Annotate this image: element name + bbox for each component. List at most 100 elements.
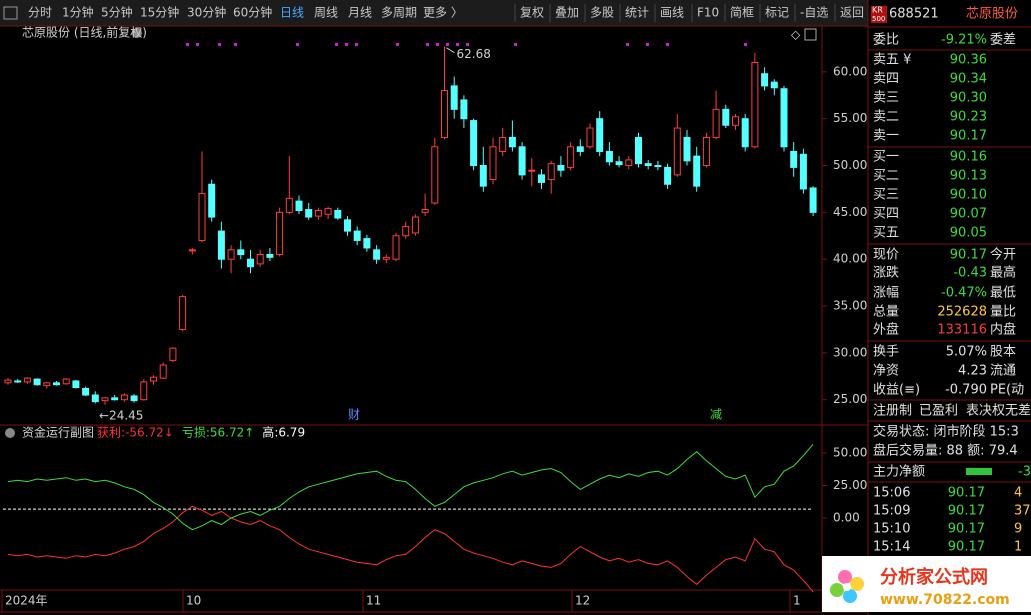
tool-button[interactable]: 简框 [730,6,754,20]
signal-dot [456,43,459,46]
status: 交易状态: 闭市阶段 15:3 [873,424,1019,440]
dropdown-icon[interactable] [132,28,142,38]
period-tab[interactable]: 周线 [314,6,338,20]
tool-button[interactable]: 叠加 [555,6,579,20]
candle-body [470,120,478,167]
y-tick-label: 40.00 [833,252,867,266]
signal-dot [466,43,469,46]
candle-body [295,200,303,211]
trade-price: 90.17 [948,486,985,501]
signal-dot [436,43,439,46]
stat-value: 4.23 [958,364,987,379]
ask-label: 卖五 ¥ [873,53,911,68]
candle-body [693,155,701,187]
bid-label: 买三 [873,188,899,203]
logo-petal [838,570,852,584]
bid-value: 90.05 [950,226,987,241]
tool-button[interactable]: 统计 [625,6,649,20]
legend-separator: : [274,426,278,440]
tool-button[interactable]: 画线 [660,6,684,20]
candle-body [33,378,41,386]
tag: 表决权无差 [966,403,1031,419]
period-tab[interactable]: 多周期 [381,6,417,20]
candle-body [654,165,662,168]
candle-body [450,85,458,110]
trade-time: 15:09 [873,504,910,519]
signal-dot [355,43,358,46]
candle-body [91,394,99,403]
y-tick-label: 45.00 [833,205,867,219]
stat-label: 最高 [990,265,1016,281]
signal-dot [345,43,348,46]
period-tab[interactable]: 更多 〉 [423,6,463,20]
candle-body [508,136,516,148]
candle-body [101,397,109,402]
candle-body [615,161,623,166]
period-tab[interactable]: 15分钟 [140,5,179,20]
indicator-line [7,443,814,531]
candle-body [217,230,225,260]
candle-body [644,163,652,167]
candle-body [489,146,497,181]
high-label: 62.68 [457,47,491,61]
tool-button[interactable]: -自选 [800,6,828,20]
candle-body [314,209,322,217]
candle-body [605,150,613,163]
candle-body [538,174,545,183]
period-tab[interactable]: 日线 [280,6,304,20]
period-tab[interactable]: 60分钟 [233,5,272,20]
period-tab[interactable]: 分时 [28,6,52,20]
stat-label: 最低 [990,286,1016,301]
stat-label: 总量 [873,305,899,320]
ask-value: 90.23 [950,110,987,125]
x-tick-label: 10 [186,594,201,608]
candle-body [150,376,157,382]
badge-text: 500 [872,15,885,23]
signal-dot [218,43,221,46]
candle-body [198,193,206,241]
flow-bar [966,468,992,475]
signal-dot [514,43,517,46]
period-tab[interactable]: 1分钟 [62,5,94,20]
candle-body [140,381,148,401]
event-marker[interactable]: 财 [348,408,360,422]
window-icon[interactable] [804,28,817,41]
candle-body [770,81,778,89]
dropdown-icon[interactable] [5,428,15,438]
candle-body [751,61,759,148]
candle-body [53,382,60,386]
stat-label: 现价 [873,248,899,263]
y-tick-label: 35.00 [833,299,867,313]
event-marker[interactable]: 减 [710,408,722,422]
y-tick-label: 30.00 [833,345,867,359]
signal-dot [234,43,237,46]
tool-button[interactable]: 多股 [590,6,614,20]
order-ratio-label: 委差 [990,33,1016,48]
period-tab[interactable]: 月线 [348,6,372,20]
candle-body [72,380,80,389]
bid-label: 买一 [873,150,899,165]
bid-label: 买五 [873,226,899,241]
tool-button[interactable]: F10 [697,6,719,20]
signal-dot [335,43,338,46]
chart-title: 芯原股份 (日线,前复权) [22,25,147,40]
diamond-icon[interactable]: ◇ [791,28,801,42]
low-label: ←24.45 [99,408,143,422]
tool-button[interactable]: 标记 [765,6,789,20]
signal-dot [426,43,429,46]
tool-button[interactable]: 复权 [520,6,544,20]
candle-body [111,397,119,401]
menu-icon[interactable] [3,6,18,20]
stat-label: 收益(≡) [873,383,920,398]
watermark: 分析家公式网 www.70822.com [822,556,1031,612]
candle-body [557,165,565,171]
stat-value: -0.43 [953,266,987,281]
candle-body [130,395,138,402]
period-tab[interactable]: 30分钟 [187,5,226,20]
legend-separator: : [121,426,125,440]
candle-body [712,108,720,138]
candle-body [373,249,381,260]
period-tab[interactable]: 5分钟 [101,5,133,20]
tool-button[interactable]: 返回 [840,6,864,20]
watermark-url: www.70822.com [880,592,1010,608]
